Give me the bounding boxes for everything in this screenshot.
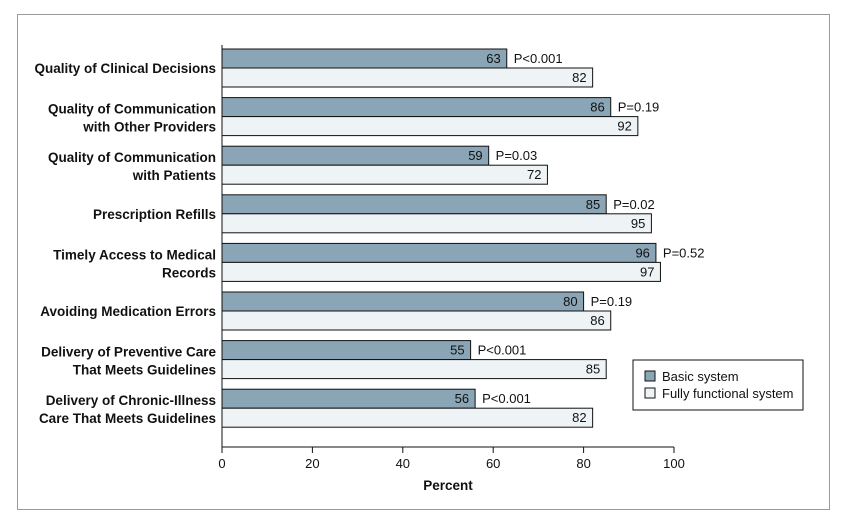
data-label: 72 (527, 167, 541, 182)
x-tick-label: 60 (486, 456, 500, 471)
data-label: 55 (450, 343, 464, 358)
legend-box (632, 359, 804, 411)
x-tick-label: 0 (218, 456, 225, 471)
bar-fully-functional (221, 359, 607, 380)
data-label: 56 (455, 391, 469, 406)
bar-fully-functional (221, 67, 594, 88)
p-value-label: P<0.001 (514, 51, 563, 66)
data-label: 85 (586, 197, 600, 212)
category-label: Avoiding Medication Errors (40, 304, 216, 319)
category-label: Delivery of Chronic-Illness Care That Mee… (39, 393, 216, 426)
data-label: 82 (572, 70, 586, 85)
legend-swatch (644, 387, 656, 399)
bar-basic (221, 291, 585, 312)
category-label: Timely Access to Medical Records (53, 247, 216, 280)
bar-fully-functional (221, 261, 661, 282)
data-label: 86 (590, 100, 604, 115)
data-label: 63 (486, 51, 500, 66)
category-label: Quality of Communication with Patients (48, 150, 216, 183)
bar-basic (221, 48, 508, 69)
x-tick-label: 20 (305, 456, 319, 471)
bar-basic (221, 97, 612, 118)
category-label: Quality of Clinical Decisions (34, 61, 216, 76)
bar-fully-functional (221, 407, 594, 428)
bar-basic (221, 145, 490, 166)
figure-frame (17, 14, 830, 510)
legend-swatch (644, 370, 656, 382)
legend-label: Fully functional system (662, 386, 794, 401)
data-label: 97 (640, 264, 654, 279)
bar-fully-functional (221, 164, 548, 185)
p-value-label: P=0.02 (613, 197, 655, 212)
p-value-label: P=0.19 (591, 294, 633, 309)
data-label: 92 (617, 119, 631, 134)
category-label: Delivery of Preventive Care That Meets Gu… (41, 345, 216, 378)
p-value-label: P<0.001 (482, 391, 531, 406)
data-label: 80 (563, 294, 577, 309)
data-label: 82 (572, 410, 586, 425)
x-tick-label: 40 (396, 456, 410, 471)
bar-basic (221, 388, 476, 409)
bar-basic (221, 340, 472, 361)
data-label: 96 (635, 245, 649, 260)
data-label: 85 (586, 362, 600, 377)
category-label: Quality of Communication with Other Provi… (48, 102, 216, 135)
p-value-label: P<0.001 (478, 343, 527, 358)
p-value-label: P=0.03 (496, 148, 538, 163)
p-value-label: P=0.52 (663, 245, 705, 260)
legend-label: Basic system (662, 369, 739, 384)
bar-basic (221, 242, 657, 263)
x-tick-label: 80 (576, 456, 590, 471)
p-value-label: P=0.19 (618, 100, 660, 115)
bar-basic (221, 194, 607, 215)
bar-fully-functional (221, 116, 639, 137)
bar-fully-functional (221, 310, 612, 331)
data-label: 95 (631, 216, 645, 231)
category-label: Prescription Refills (93, 207, 216, 222)
x-axis-title: Percent (423, 478, 473, 493)
data-label: 86 (590, 313, 604, 328)
bar-fully-functional (221, 213, 652, 234)
data-label: 59 (468, 148, 482, 163)
x-tick-label: 100 (663, 456, 685, 471)
